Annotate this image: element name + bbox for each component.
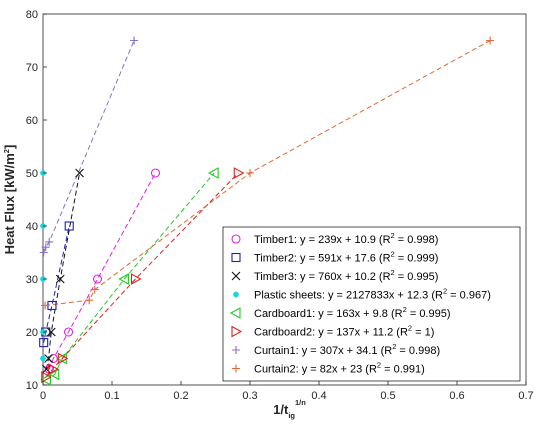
series-line-cardboard2 bbox=[45, 172, 239, 378]
x-tick-label: 0 bbox=[40, 390, 46, 402]
legend-entry-plastic-sheets: Plastic sheets: y = 2127833x + 12.3 (R2 … bbox=[254, 287, 491, 302]
data-point-cardboard2 bbox=[48, 363, 59, 376]
x-tick-label: 0.1 bbox=[104, 390, 119, 402]
data-point-cardboard2 bbox=[41, 371, 52, 383]
data-point-cardboard1 bbox=[48, 368, 60, 381]
data-point-timber1 bbox=[63, 327, 74, 337]
data-point-timber2 bbox=[39, 338, 49, 348]
y-tick-label: 40 bbox=[26, 221, 38, 233]
legend-marker-plastic-sheets bbox=[233, 291, 239, 298]
x-tick-label: 0.6 bbox=[449, 390, 464, 402]
legend-marker-cardboard2 bbox=[231, 325, 243, 338]
data-point-curtain2 bbox=[41, 301, 50, 310]
x-tick-label: 0.4 bbox=[311, 390, 326, 402]
data-point-curtain1 bbox=[45, 237, 54, 246]
legend-marker-timber1 bbox=[231, 234, 241, 244]
data-point-plastic-sheets bbox=[40, 355, 46, 362]
data-point-curtain1 bbox=[39, 248, 48, 257]
y-axis-label: Heat Flux [kW/m2] bbox=[2, 145, 17, 255]
series-line-timber2 bbox=[43, 225, 70, 343]
y-tick-label: 10 bbox=[26, 380, 38, 392]
legend-entry-timber2: Timber2: y = 591x + 17.6 (R2 = 0.999) bbox=[254, 250, 438, 265]
data-point-curtain2 bbox=[486, 36, 495, 45]
data-point-cardboard1 bbox=[118, 273, 129, 285]
y-tick-label: 70 bbox=[26, 62, 38, 74]
legend-marker-cardboard1 bbox=[229, 307, 241, 319]
legend-marker-curtain2 bbox=[232, 364, 240, 373]
data-point-cardboard2 bbox=[233, 167, 245, 179]
data-point-curtain1 bbox=[130, 36, 139, 45]
data-point-cardboard2 bbox=[130, 273, 142, 285]
legend-box bbox=[222, 226, 521, 382]
y-axis-ticks: 10 20 30 40 50 60 70 80 bbox=[26, 9, 47, 392]
legend: Timber1: y = 239x + 10.9 (R2 = 0.998) Tim… bbox=[222, 226, 521, 382]
data-point-curtain1 bbox=[41, 243, 50, 252]
x-axis-ticks: 0 0.1 0.2 0.3 0.4 0.5 0.6 0.7 bbox=[40, 381, 534, 402]
legend-entry-cardboard2: Cardboard2: y = 137x + 11.2 (R2 = 1) bbox=[254, 324, 434, 339]
legend-marker-timber3 bbox=[231, 271, 241, 281]
y-tick-label: 20 bbox=[26, 327, 38, 339]
x-tick-label: 0.3 bbox=[242, 390, 257, 402]
data-point-timber3 bbox=[46, 327, 56, 337]
data-point-timber2 bbox=[64, 221, 74, 231]
series-line-timber1 bbox=[48, 172, 156, 370]
data-point-curtain2 bbox=[90, 285, 99, 294]
legend-entry-cardboard1: Cardboard1: y = 163x + 9.8 (R2 = 0.995) bbox=[254, 305, 451, 320]
legend-marker-curtain1 bbox=[232, 346, 240, 354]
data-point-timber3 bbox=[75, 168, 84, 178]
data-point-cardboard1 bbox=[207, 167, 219, 179]
data-point-curtain2 bbox=[246, 169, 254, 177]
x-tick-label: 0.7 bbox=[518, 390, 533, 402]
data-point-curtain2 bbox=[85, 296, 94, 305]
data-point-timber1 bbox=[150, 168, 161, 178]
x-axis-label: 1/tig1/n bbox=[273, 398, 306, 420]
data-point-timber1 bbox=[92, 274, 103, 284]
legend-entry-curtain2: Curtain2: y = 82x + 23 (R2 = 0.991) bbox=[254, 361, 425, 376]
data-point-cardboard2 bbox=[57, 352, 69, 365]
data-point-timber3 bbox=[44, 354, 53, 363]
x-tick-label: 0.5 bbox=[380, 390, 395, 402]
y-tick-label: 80 bbox=[26, 9, 38, 21]
series-line-curtain1 bbox=[43, 40, 135, 253]
legend-marker-timber2 bbox=[231, 252, 241, 263]
legend-entry-timber1: Timber1: y = 239x + 10.9 (R2 = 0.998) bbox=[254, 231, 438, 246]
legend-entry-timber3: Timber3: y = 760x + 10.2 (R2 = 0.995) bbox=[254, 268, 438, 283]
data-point-cardboard1 bbox=[40, 373, 52, 386]
data-point-timber3 bbox=[55, 274, 65, 284]
legend-entry-curtain1: Curtain1: y = 307x + 34.1 (R2 = 0.998) bbox=[254, 342, 440, 357]
x-tick-label: 0.2 bbox=[173, 390, 188, 402]
y-tick-label: 60 bbox=[26, 115, 38, 127]
y-tick-label: 50 bbox=[26, 168, 38, 180]
y-tick-label: 30 bbox=[26, 274, 38, 286]
